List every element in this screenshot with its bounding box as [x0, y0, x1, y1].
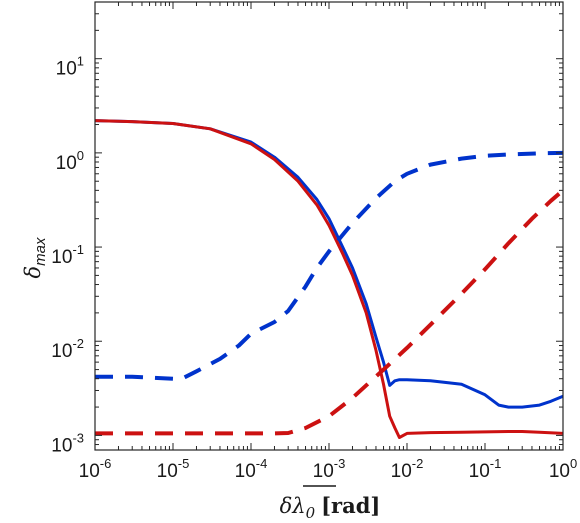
y-axis-label-main: δ [21, 266, 45, 279]
y-tick-label: 10-2 [51, 336, 84, 362]
x-tick-label: 10-6 [79, 456, 112, 482]
y-tick-label: 10-3 [51, 430, 84, 456]
x-tick-label: 10-4 [235, 456, 268, 482]
x-tick-label: 10-5 [157, 456, 190, 482]
y-tick-label: 100 [56, 148, 84, 174]
tick-marks [94, 1, 564, 451]
x-axis-label-sub: 0 [306, 504, 316, 522]
x-tick-label: 10-3 [313, 456, 346, 482]
series-line-4-dashed [95, 188, 563, 436]
x-axis-label-main: δλ [280, 494, 306, 518]
y-tick-label: 101 [56, 54, 84, 80]
plot-area [95, 119, 563, 439]
series-line-1-solid [95, 119, 563, 409]
y-axis-label-sub: max [32, 237, 49, 266]
x-tick-label: 100 [549, 456, 577, 482]
y-tick-labels: 10-3 10-2 10-1 100 101 [51, 54, 84, 457]
x-axis-label: δλ0 [rad] [280, 493, 381, 522]
x-axis-label-unit: [rad] [321, 493, 380, 518]
x-tick-label: 10-1 [469, 456, 502, 482]
x-tick-labels: 10-6 10-5 10-4 10-3 10-2 10-1 100 [79, 456, 578, 482]
y-axis-label: δmax [21, 237, 49, 278]
series-line-2-solid [95, 119, 563, 439]
y-tick-label: 10-1 [51, 242, 84, 268]
x-tick-label: 10-2 [391, 456, 424, 482]
series-line-3-dashed [95, 150, 563, 381]
